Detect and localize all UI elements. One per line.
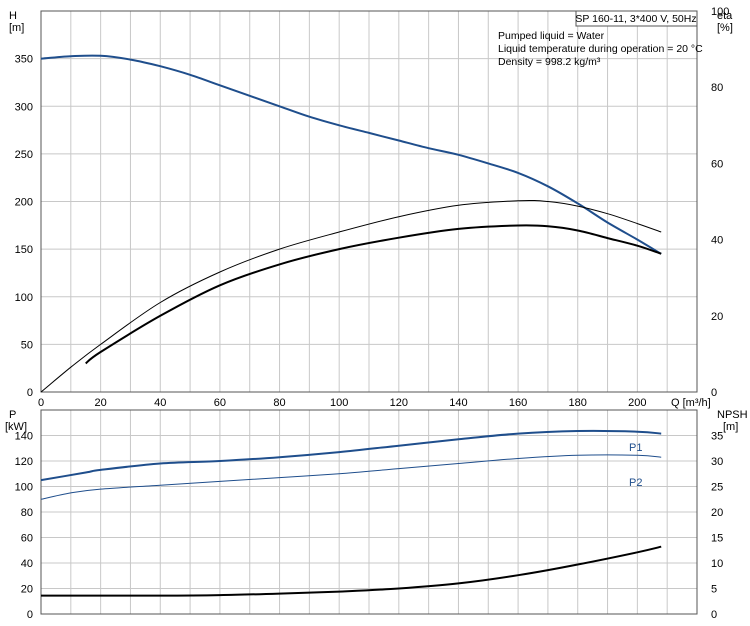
head-axis-unit: [m]	[9, 22, 24, 34]
power-tick-label: 80	[21, 507, 33, 519]
x-tick-label: 120	[390, 397, 408, 409]
npsh-axis-unit: [m]	[723, 421, 738, 433]
power-tick-label: 20	[21, 584, 33, 596]
power-tick-label: 40	[21, 558, 33, 570]
x-tick-label: 20	[95, 397, 107, 409]
head-curve	[40, 54, 662, 255]
power-tick-label: 100	[15, 482, 33, 494]
x-tick-label: 160	[509, 397, 527, 409]
power-tick-label: 140	[15, 431, 33, 443]
head-efficiency-gridlines	[41, 11, 697, 392]
efficiency-curve-thick	[85, 224, 662, 365]
head-tick-label: 0	[27, 387, 33, 399]
efficiency-tick-label: 0	[711, 387, 717, 399]
x-tick-label: 0	[38, 397, 44, 409]
x-tick-label: 140	[449, 397, 467, 409]
series-label-p2: P2	[629, 477, 642, 489]
power-p1-curve	[40, 429, 662, 482]
x-tick-label: 200	[628, 397, 646, 409]
npsh-tick-label: 5	[711, 584, 717, 596]
head-tick-label: 200	[15, 197, 33, 209]
series-label-p1: P1	[629, 442, 642, 454]
x-tick-label: 100	[330, 397, 348, 409]
head-tick-label: 50	[21, 339, 33, 351]
x-tick-label: 40	[154, 397, 166, 409]
npsh-tick-label: 20	[711, 507, 723, 519]
npsh-axis-label: NPSH	[717, 409, 748, 421]
power-axis-label: P	[9, 409, 16, 421]
performance-curves	[40, 54, 662, 597]
head-efficiency-plot-frame	[40, 10, 698, 393]
npsh-tick-label: 0	[711, 609, 717, 621]
power-axis-unit: [kW]	[5, 421, 27, 433]
flow-axis-label: Q [m³/h]	[671, 397, 711, 409]
pump-title: SP 160-11, 3*400 V, 50Hz	[575, 13, 696, 25]
npsh-tick-label: 35	[711, 431, 723, 443]
npsh-tick-label: 25	[711, 482, 723, 494]
head-tick-label: 100	[15, 292, 33, 304]
efficiency-axis-label: eta	[717, 10, 733, 22]
tick-labels: 0 20 40 60 80 100 120 140 160 180 2000501001502002…	[15, 6, 730, 621]
power-npsh-gridlines	[41, 410, 697, 614]
power-tick-label: 0	[27, 609, 33, 621]
head-tick-label: 150	[15, 244, 33, 256]
head-tick-label: 250	[15, 149, 33, 161]
note-liquid-temperature: Liquid temperature during operation = 20…	[498, 43, 703, 55]
power-p2-curve	[40, 454, 662, 500]
head-tick-label: 350	[15, 54, 33, 66]
head-axis-label: H	[9, 10, 17, 22]
npsh-tick-label: 15	[711, 533, 723, 545]
npsh-tick-label: 30	[711, 456, 723, 468]
x-tick-label: 80	[273, 397, 285, 409]
npsh-curve	[41, 545, 662, 597]
x-tick-label: 180	[569, 397, 587, 409]
head-tick-label: 300	[15, 101, 33, 113]
note-density: Density = 998.2 kg/m³	[498, 56, 601, 68]
note-pumped-liquid: Pumped liquid = Water	[498, 30, 605, 42]
efficiency-tick-label: 40	[711, 235, 723, 247]
power-npsh-plot-frame	[40, 409, 698, 615]
x-tick-label: 60	[214, 397, 226, 409]
power-tick-label: 120	[15, 456, 33, 468]
efficiency-axis-unit: [%]	[717, 22, 733, 34]
efficiency-tick-label: 80	[711, 82, 723, 94]
power-tick-label: 60	[21, 533, 33, 545]
npsh-tick-label: 10	[711, 558, 723, 570]
efficiency-curve-thin	[40, 199, 662, 393]
efficiency-tick-label: 20	[711, 311, 723, 323]
efficiency-tick-label: 60	[711, 158, 723, 170]
efficiency-tick-label: 100	[711, 6, 729, 18]
pump-title-box	[575, 10, 698, 27]
